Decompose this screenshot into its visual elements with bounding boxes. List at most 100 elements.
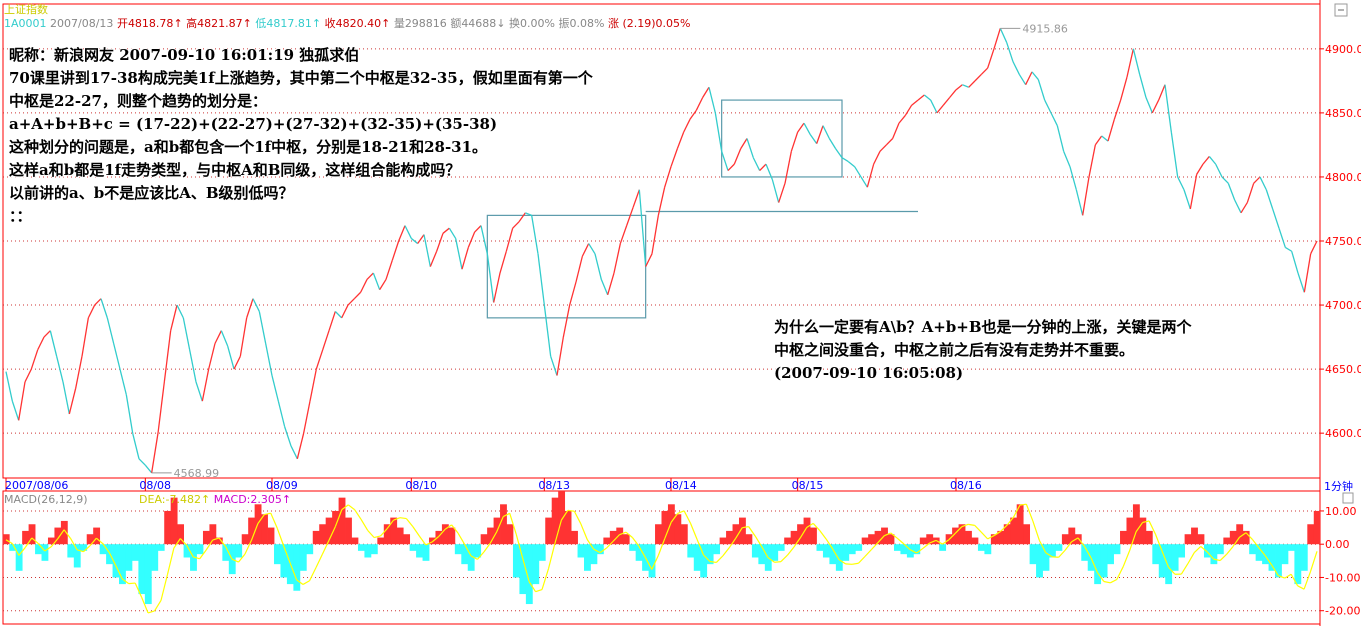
macd-bar [1203, 544, 1211, 558]
dea-segment [76, 549, 84, 553]
dea-segment [121, 578, 130, 585]
dea-segment [347, 504, 356, 511]
macd-label: MACD: [213, 493, 251, 506]
macd-bar [364, 544, 372, 558]
price-y-axis: 4900.00 4850.00 4800.00 4750.00 4700.00 4650.… [1320, 43, 1361, 440]
price-segment [1088, 144, 1096, 178]
price-segment [493, 272, 501, 303]
dea-segment [690, 523, 698, 540]
macd-bar [519, 544, 527, 595]
dea-segment [218, 537, 227, 547]
period-button[interactable]: 1分钟 [1324, 480, 1353, 493]
dea-segment [31, 537, 39, 545]
price-segment [486, 253, 495, 303]
price-segment [24, 368, 32, 383]
amount-value: 44688 [461, 17, 497, 30]
dea-segment [554, 519, 562, 544]
macd-bar [577, 544, 585, 558]
macd-bar [235, 544, 243, 558]
price-segment [303, 401, 311, 434]
dea-segment [1239, 532, 1247, 538]
dea-segment [677, 510, 685, 515]
price-segment [651, 215, 659, 254]
annotation-line: 70课里讲到17-38构成完美1f上涨趋势，其中第二个中枢是32-35，假如里面… [9, 69, 593, 87]
dea-segment [199, 549, 207, 560]
price-segment [1075, 189, 1084, 216]
price-segment [721, 151, 729, 171]
dea-segment [799, 527, 808, 539]
macd-bar [596, 544, 604, 555]
dea-segment [11, 543, 20, 556]
price-segment [670, 148, 678, 167]
open-label: 开 [116, 17, 128, 30]
dea-segment [735, 527, 743, 539]
dea-segment [890, 532, 898, 539]
price-segment [1189, 174, 1198, 210]
macd-bar [215, 537, 223, 545]
date-tick-label: 08/10 [405, 479, 437, 492]
price-segment [296, 433, 305, 459]
quote-header: 1A0001 2007/08/13 开4818.78↑ 高4821.87↑ 低4… [4, 17, 691, 30]
macd-bar [222, 544, 230, 561]
price-segment [125, 394, 134, 434]
macd-bar [80, 544, 88, 551]
macd-bar [893, 544, 901, 551]
quote-date: 2007/08/13 [50, 17, 114, 30]
macd-bar [1262, 544, 1269, 565]
dea-segment [774, 560, 782, 563]
price-segment [727, 163, 735, 171]
price-segment [1183, 189, 1191, 210]
dea-segment [1122, 550, 1131, 567]
price-segment [1107, 119, 1115, 142]
dea-segment [1025, 503, 1034, 522]
macd-bar [1094, 544, 1102, 585]
dea-segment [1187, 552, 1195, 565]
dea-segment [134, 582, 143, 598]
macd-bar [1242, 530, 1250, 545]
macd-bar [1236, 524, 1244, 545]
macd-bar [209, 524, 217, 545]
price-segment [436, 233, 444, 252]
close-value: 4820.40 [335, 17, 382, 30]
macd-bar [784, 537, 792, 545]
dea-segment [1071, 537, 1079, 543]
price-segment [1151, 99, 1160, 114]
price-segment [442, 227, 450, 234]
dea-segment [360, 519, 369, 531]
dea-segment [354, 509, 362, 520]
price-segment [531, 215, 539, 254]
price-segment [334, 311, 343, 319]
dea-segment [1251, 539, 1260, 549]
dea-segment [225, 546, 233, 560]
price-segment [1101, 135, 1109, 142]
annotation-line: (2007-09-10 16:05:08) [774, 364, 964, 382]
price-segment [5, 371, 13, 402]
annotation-line: 这种划分的问题是，a和b都包含一个1f中枢，分别是18-21和28-31。 [9, 138, 488, 156]
price-segment [885, 138, 894, 146]
price-segment [1139, 74, 1147, 98]
macd-bar [958, 524, 966, 545]
dea-segment [1090, 557, 1098, 573]
macd-bar [506, 524, 514, 545]
dea-segment [806, 522, 814, 528]
macd-bar [299, 544, 307, 571]
dea-segment [638, 545, 646, 558]
price-segment [936, 104, 944, 114]
macd-bar [551, 497, 559, 545]
price-segment [347, 298, 355, 306]
price-segment [955, 84, 963, 91]
dea-segment [832, 548, 840, 560]
dea-segment [1219, 553, 1228, 561]
dea-segment [141, 596, 149, 614]
dea-segment [1206, 551, 1215, 560]
price-tick-label: 4700.00 [1325, 299, 1361, 312]
price-segment [417, 234, 425, 244]
dea-segment [431, 536, 440, 543]
macd-bar [990, 534, 998, 545]
annotation-line: 以前讲的a、b不是应该比A、B级别低吗？ [9, 184, 294, 202]
annotation-line: 中枢之间没重合，中枢之前之后有没有走势并不重要。 [774, 341, 1135, 359]
price-segment [537, 253, 545, 306]
low-value: 4817.81 [266, 17, 312, 30]
price-segment [987, 48, 995, 69]
